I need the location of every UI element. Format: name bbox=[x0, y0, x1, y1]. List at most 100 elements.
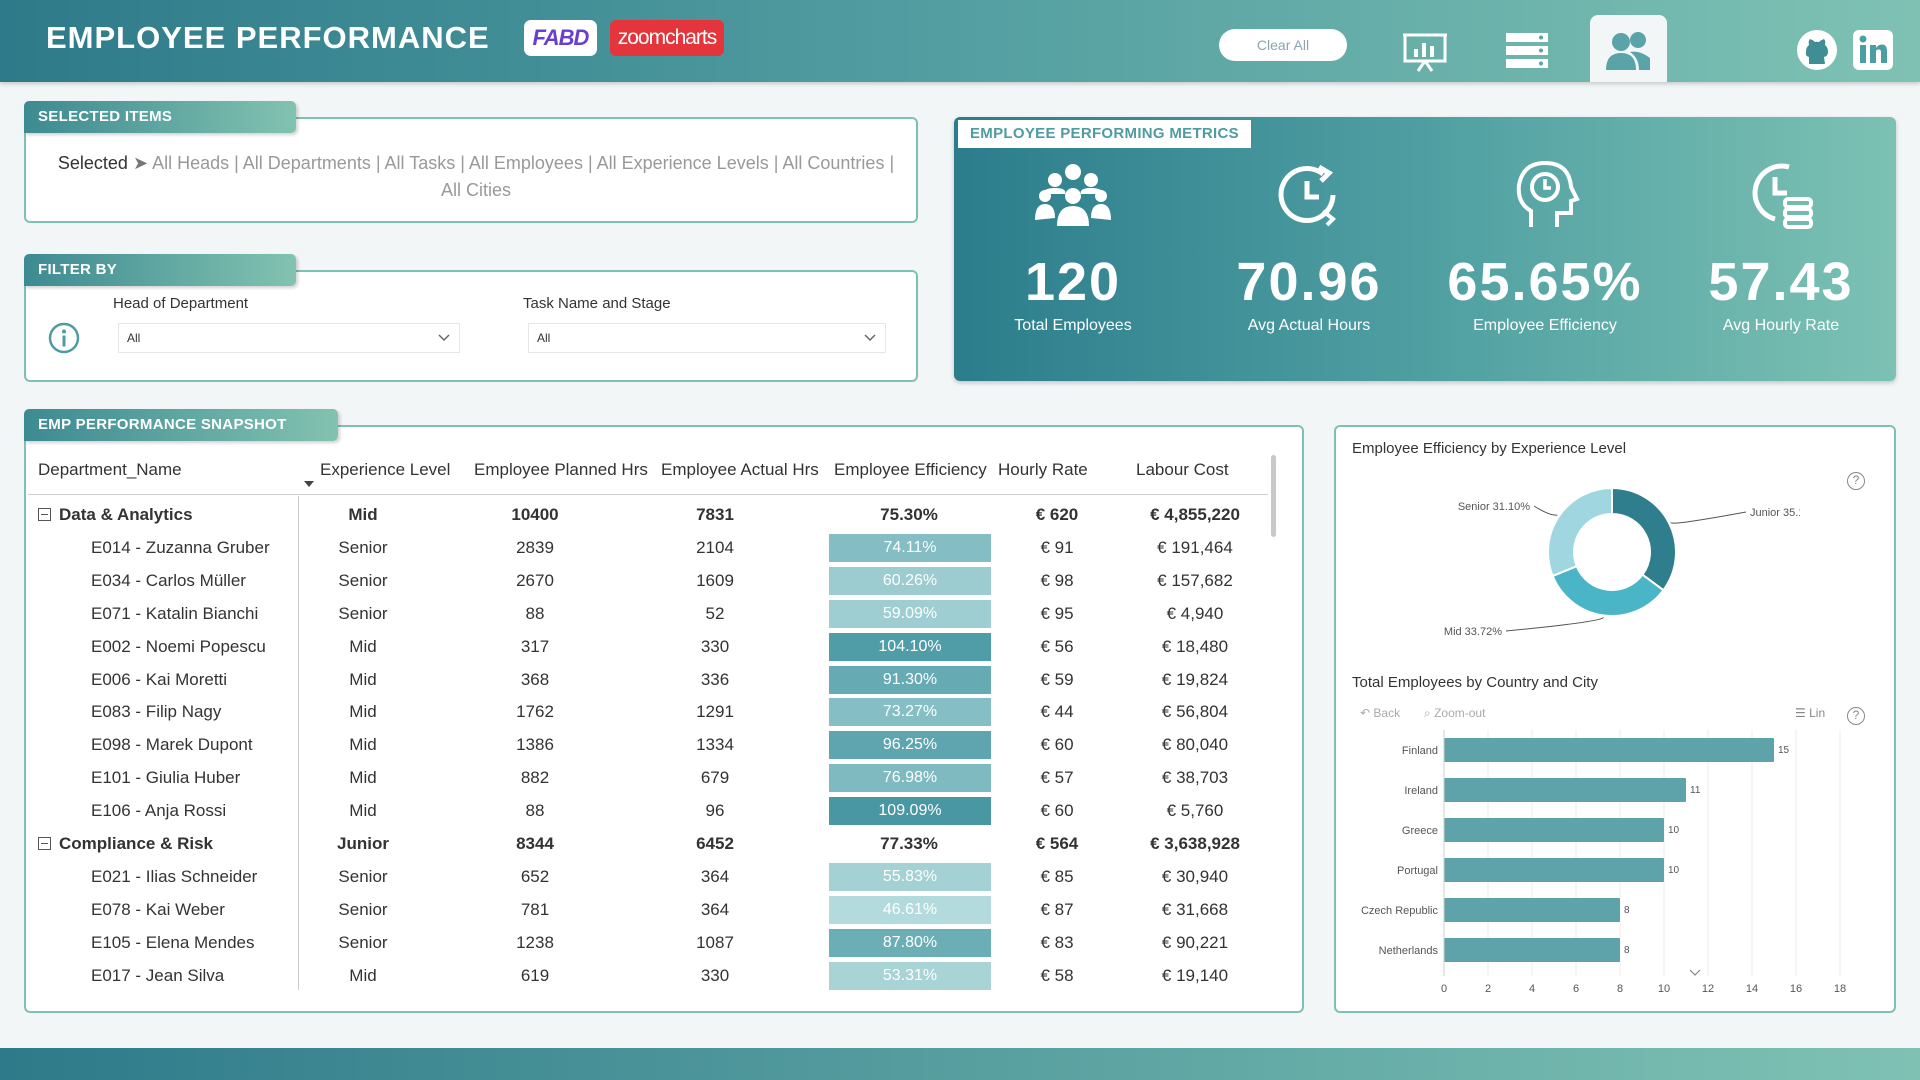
donut-slice[interactable] bbox=[1547, 486, 1613, 578]
hourly-rate: € 87 bbox=[1040, 899, 1074, 919]
total-employees-label: Total Employees bbox=[1014, 317, 1132, 334]
labour-cost: € 90,221 bbox=[1161, 932, 1229, 952]
collapse-icon[interactable] bbox=[38, 508, 51, 521]
employee-name: E071 - Katalin Bianchi bbox=[91, 603, 259, 623]
col-planned-hrs[interactable]: Employee Planned Hrs bbox=[474, 460, 648, 479]
table-row[interactable]: E083 - Filip Nagy Mid 1762 1291 73.27% € 44 € … bbox=[28, 695, 1263, 728]
zoom-out-button[interactable]: ⌕ Zoom-out bbox=[1424, 706, 1485, 721]
help-icon[interactable]: ? bbox=[1847, 707, 1865, 725]
col-department-name[interactable]: Department_Name bbox=[38, 460, 182, 479]
col-actual-hrs[interactable]: Employee Actual Hrs bbox=[661, 460, 819, 479]
bar[interactable] bbox=[1444, 818, 1664, 842]
table-row[interactable]: E101 - Giulia Huber Mid 882 679 76.98% € 57 € … bbox=[28, 761, 1263, 794]
zoomcharts-logo: zoomcharts bbox=[610, 20, 724, 56]
employee-efficiency: 55.83% bbox=[829, 862, 991, 891]
table-scrollbar[interactable] bbox=[1271, 455, 1276, 537]
table-row[interactable]: E098 - Marek Dupont Mid 1386 1334 96.25% € 60… bbox=[28, 728, 1263, 761]
labour-cost: € 30,940 bbox=[1161, 866, 1229, 886]
col-hourly-rate[interactable]: Hourly Rate bbox=[998, 460, 1088, 479]
planned-hours: 88 bbox=[525, 801, 545, 821]
col-experience-level[interactable]: Experience Level bbox=[320, 460, 451, 479]
table-row[interactable]: E017 - Jean Silva Mid 619 330 53.31% € 58 € 19… bbox=[28, 959, 1263, 992]
actual-hours: 7831 bbox=[696, 505, 734, 524]
sort-desc-icon[interactable] bbox=[303, 480, 315, 488]
clear-all-button[interactable]: Clear All bbox=[1219, 29, 1347, 61]
scroll-down-icon[interactable] bbox=[1689, 969, 1701, 976]
bar[interactable] bbox=[1444, 778, 1686, 802]
experience-level: Mid bbox=[349, 801, 377, 821]
bar-chart-title: Total Employees by Country and City bbox=[1352, 674, 1598, 691]
labour-cost: € 31,668 bbox=[1161, 899, 1229, 919]
col-labour-cost[interactable]: Labour Cost bbox=[1136, 460, 1229, 479]
bar[interactable] bbox=[1444, 898, 1620, 922]
employee-efficiency: 109.09% bbox=[829, 797, 991, 826]
bar[interactable] bbox=[1444, 858, 1664, 882]
metric-avg-actual-hours: 70.96 Avg Actual Hours bbox=[1199, 155, 1419, 335]
planned-hours: 317 bbox=[520, 636, 550, 656]
table-row[interactable]: E002 - Noemi Popescu Mid 317 330 104.10% € 56… bbox=[28, 630, 1263, 663]
zoom-out-icon: ⌕ bbox=[1424, 706, 1431, 720]
linkedin-link[interactable] bbox=[1851, 28, 1895, 72]
employee-name: E021 - Ilias Schneider bbox=[91, 866, 258, 886]
employee-efficiency: 74.11% bbox=[829, 533, 991, 562]
col-employee-efficiency[interactable]: Employee Efficiency bbox=[834, 460, 987, 479]
employee-nav-button[interactable] bbox=[1590, 15, 1667, 82]
info-icon[interactable] bbox=[48, 322, 80, 354]
table-row[interactable]: E105 - Elena Mendes Senior 1238 1087 87.80% €… bbox=[28, 926, 1263, 959]
donut-slice[interactable] bbox=[1551, 564, 1665, 617]
table-row[interactable]: E106 - Anja Rossi Mid 88 96 109.09% € 60 € 5,7… bbox=[28, 794, 1263, 827]
employee-efficiency-label: Employee Efficiency bbox=[1473, 317, 1617, 334]
linear-scale-button[interactable]: ☰ Lin bbox=[1795, 706, 1825, 720]
back-button[interactable]: ↶ Back bbox=[1360, 706, 1400, 720]
planned-hours: 619 bbox=[520, 965, 550, 985]
table-group-row[interactable]: Compliance & Risk Junior 8344 6452 77.33% € 5… bbox=[28, 827, 1263, 860]
donut-leader-line bbox=[1670, 511, 1747, 524]
table-row[interactable]: E021 - Ilias Schneider Senior 652 364 55.83%… bbox=[28, 860, 1263, 893]
category-label: Netherlands bbox=[1379, 945, 1439, 957]
github-icon bbox=[1797, 30, 1837, 70]
metric-total-employees: 120 Total Employees bbox=[963, 155, 1183, 335]
employee-efficiency: 60.26% bbox=[829, 566, 991, 595]
category-label: Finland bbox=[1402, 745, 1438, 757]
hourly-rate: € 58 bbox=[1040, 965, 1074, 985]
selected-prefix: Selected bbox=[57, 153, 128, 173]
zoom-out-label: Zoom-out bbox=[1434, 706, 1486, 720]
employee-name: E014 - Zuzanna Gruber bbox=[91, 537, 270, 557]
department-name: Compliance & Risk bbox=[38, 827, 213, 860]
hourly-rate: € 91 bbox=[1040, 537, 1074, 557]
employee-efficiency: 91.30% bbox=[829, 665, 991, 694]
back-arrow-icon: ↶ bbox=[1360, 706, 1371, 720]
donut-label: Senior 31.10% bbox=[1458, 501, 1530, 513]
table-nav-button[interactable] bbox=[1503, 26, 1551, 74]
planned-hours: 781 bbox=[520, 899, 550, 919]
actual-hours: 336 bbox=[700, 669, 730, 689]
table-row[interactable]: E014 - Zuzanna Gruber Senior 2839 2104 74.11… bbox=[28, 531, 1263, 564]
task-name-stage-dropdown[interactable]: All bbox=[528, 323, 886, 353]
table-row[interactable]: E006 - Kai Moretti Mid 368 336 91.30% € 59 € 1… bbox=[28, 663, 1263, 696]
donut-slice[interactable] bbox=[1611, 486, 1677, 592]
list-icon: ☰ bbox=[1795, 706, 1806, 720]
experience-level: Senior bbox=[338, 570, 388, 590]
table-row[interactable]: E034 - Carlos Müller Senior 2670 1609 60.26%… bbox=[28, 564, 1263, 597]
hourly-rate: € 56 bbox=[1040, 636, 1074, 656]
selected-items-text: Selected ➤ All Heads | All Departments |… bbox=[46, 150, 906, 204]
collapse-icon[interactable] bbox=[38, 837, 51, 850]
employee-name: E017 - Jean Silva bbox=[91, 965, 225, 985]
actual-hours: 2104 bbox=[696, 537, 734, 557]
labour-cost: € 19,140 bbox=[1161, 965, 1229, 985]
table-group-row[interactable]: Data & Analytics Mid 10400 7831 75.30% € 620 €… bbox=[28, 498, 1263, 531]
labour-cost: € 19,824 bbox=[1161, 669, 1229, 689]
table-list-icon bbox=[1506, 33, 1548, 68]
table-row[interactable]: E071 - Katalin Bianchi Senior 88 52 59.09% € … bbox=[28, 597, 1263, 630]
bar[interactable] bbox=[1444, 938, 1620, 962]
presentation-nav-button[interactable] bbox=[1401, 26, 1449, 74]
github-link[interactable] bbox=[1795, 28, 1839, 72]
head-of-department-dropdown[interactable]: All bbox=[118, 323, 460, 353]
help-icon[interactable]: ? bbox=[1847, 472, 1865, 490]
hourly-rate: € 60 bbox=[1040, 801, 1074, 821]
bar[interactable] bbox=[1444, 738, 1774, 762]
experience-level: Senior bbox=[338, 537, 388, 557]
actual-hours: 1087 bbox=[696, 932, 734, 952]
table-row[interactable]: E078 - Kai Weber Senior 781 364 46.61% € 87 € … bbox=[28, 893, 1263, 926]
x-tick-label: 12 bbox=[1702, 983, 1714, 992]
